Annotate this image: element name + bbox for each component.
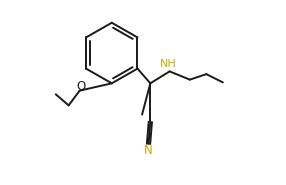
Text: N: N [144, 144, 152, 157]
Text: NH: NH [160, 59, 177, 69]
Text: O: O [76, 80, 85, 92]
